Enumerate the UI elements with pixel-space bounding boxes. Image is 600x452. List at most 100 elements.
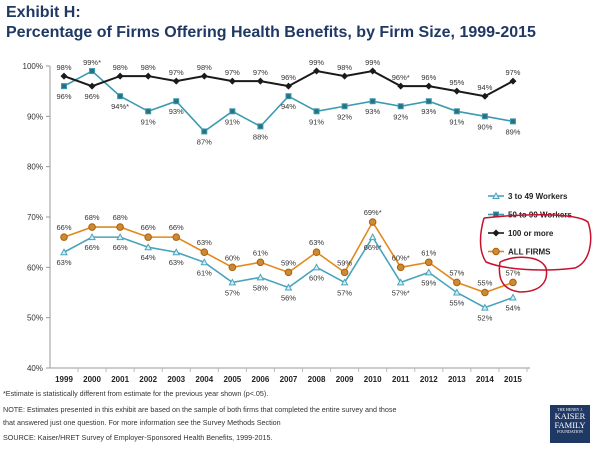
x-tick-label: 2005 bbox=[223, 375, 241, 384]
x-tick-label: 2007 bbox=[280, 375, 298, 384]
diamond-marker bbox=[256, 77, 264, 85]
square-marker bbox=[341, 103, 348, 110]
square-marker bbox=[61, 83, 67, 90]
x-tick-label: 2014 bbox=[476, 375, 494, 384]
data-label: 98% bbox=[141, 63, 156, 72]
circle-marker bbox=[88, 223, 96, 231]
data-label: 97% bbox=[505, 68, 520, 77]
data-label: 95% bbox=[449, 78, 464, 87]
triangle-marker bbox=[509, 293, 517, 301]
data-label: 59% bbox=[337, 258, 352, 267]
circle-marker bbox=[228, 263, 237, 272]
x-tick-label: 2012 bbox=[420, 375, 438, 384]
square-marker bbox=[509, 118, 516, 125]
data-label: 57% bbox=[449, 268, 464, 277]
triangle-marker bbox=[116, 233, 124, 241]
line-chart: 40% 50% 60% 70% 80% 90% 100% 1999 2000 2001 2002 20… bbox=[23, 58, 592, 384]
diamond-marker bbox=[313, 67, 321, 75]
diamond-marker bbox=[116, 72, 124, 80]
square-marker bbox=[145, 108, 152, 115]
circle-marker bbox=[396, 263, 405, 272]
data-label: 63% bbox=[56, 258, 71, 267]
data-label: 66%* bbox=[364, 243, 382, 252]
square-marker bbox=[285, 93, 292, 100]
diamond-marker bbox=[144, 72, 152, 80]
x-tick-label: 1999 bbox=[55, 375, 73, 384]
diamond-marker bbox=[397, 82, 405, 90]
diamond-marker bbox=[453, 87, 461, 95]
diamond-marker bbox=[88, 82, 96, 90]
circle-marker bbox=[144, 233, 152, 241]
triangle-marker bbox=[492, 191, 500, 199]
data-label: 52% bbox=[477, 314, 492, 323]
square-marker bbox=[453, 108, 460, 115]
data-label: 68% bbox=[85, 213, 100, 222]
data-label: 99%* bbox=[83, 58, 101, 67]
data-label: 57%* bbox=[392, 288, 410, 297]
data-label: 66% bbox=[85, 243, 100, 252]
diamond-marker bbox=[425, 82, 433, 90]
data-label: 59% bbox=[281, 258, 296, 267]
data-label: 91% bbox=[225, 117, 240, 126]
data-label: 55% bbox=[477, 279, 492, 288]
diamond-marker bbox=[369, 67, 377, 75]
triangle-marker bbox=[312, 263, 321, 271]
x-tick-label: 2001 bbox=[111, 375, 129, 384]
chart-title: Percentage of Firms Offering Health Bene… bbox=[6, 24, 536, 41]
data-label: 96% bbox=[421, 73, 436, 82]
y-tick-label: 50% bbox=[27, 314, 43, 323]
square-marker bbox=[369, 98, 376, 105]
circle-marker bbox=[60, 233, 68, 241]
exhibit-label: Exhibit H: bbox=[6, 4, 81, 21]
circle-marker bbox=[256, 258, 265, 267]
circle-marker bbox=[481, 288, 489, 297]
data-label: 99% bbox=[309, 58, 324, 67]
diamond-marker bbox=[60, 72, 68, 80]
diamond-marker bbox=[481, 92, 489, 100]
data-label: 64% bbox=[141, 253, 156, 262]
data-label: 57% bbox=[337, 288, 352, 297]
y-tick-label: 100% bbox=[23, 62, 43, 71]
note-line-1: NOTE: Estimates presented in this exhibi… bbox=[3, 405, 397, 414]
x-tick-label: 2000 bbox=[83, 375, 101, 384]
square-marker bbox=[173, 98, 180, 105]
circle-marker bbox=[368, 218, 377, 226]
data-label: 92% bbox=[393, 112, 408, 121]
diamond-marker bbox=[172, 77, 180, 85]
triangle-marker bbox=[481, 303, 489, 311]
data-label: 56% bbox=[281, 293, 296, 302]
data-label: 57% bbox=[225, 288, 240, 297]
data-label: 87% bbox=[197, 137, 212, 146]
data-label: 93% bbox=[421, 107, 436, 116]
x-tick-label: 2010 bbox=[364, 375, 382, 384]
triangle-marker bbox=[256, 273, 265, 281]
x-tick-label: 2004 bbox=[195, 375, 213, 384]
x-tick-label: 2011 bbox=[392, 375, 410, 384]
data-label: 97% bbox=[225, 68, 240, 77]
triangle-marker bbox=[172, 248, 181, 256]
x-tick-label: 2009 bbox=[336, 375, 354, 384]
diamond-marker bbox=[492, 229, 500, 237]
square-marker bbox=[89, 68, 96, 75]
triangle-marker bbox=[144, 243, 153, 251]
data-label: 69%* bbox=[364, 208, 382, 217]
square-marker bbox=[229, 108, 236, 115]
x-tick-label: 2008 bbox=[308, 375, 326, 384]
data-label: 93% bbox=[365, 107, 380, 116]
note-line-2: that answered just one question. For mor… bbox=[3, 418, 281, 427]
x-tick-label: 2002 bbox=[139, 375, 157, 384]
square-marker bbox=[117, 93, 124, 100]
data-label: 98% bbox=[197, 63, 212, 72]
data-label: 88% bbox=[253, 132, 268, 141]
square-marker bbox=[313, 108, 320, 115]
x-tick-label: 2013 bbox=[448, 375, 466, 384]
data-label: 61% bbox=[421, 248, 436, 257]
y-tick-label: 70% bbox=[27, 213, 43, 222]
data-label: 55% bbox=[449, 299, 464, 308]
square-marker bbox=[257, 123, 264, 130]
data-label: 63% bbox=[169, 258, 184, 267]
diamond-marker bbox=[509, 77, 517, 85]
circle-marker bbox=[424, 258, 433, 267]
data-label: 96% bbox=[56, 92, 71, 101]
